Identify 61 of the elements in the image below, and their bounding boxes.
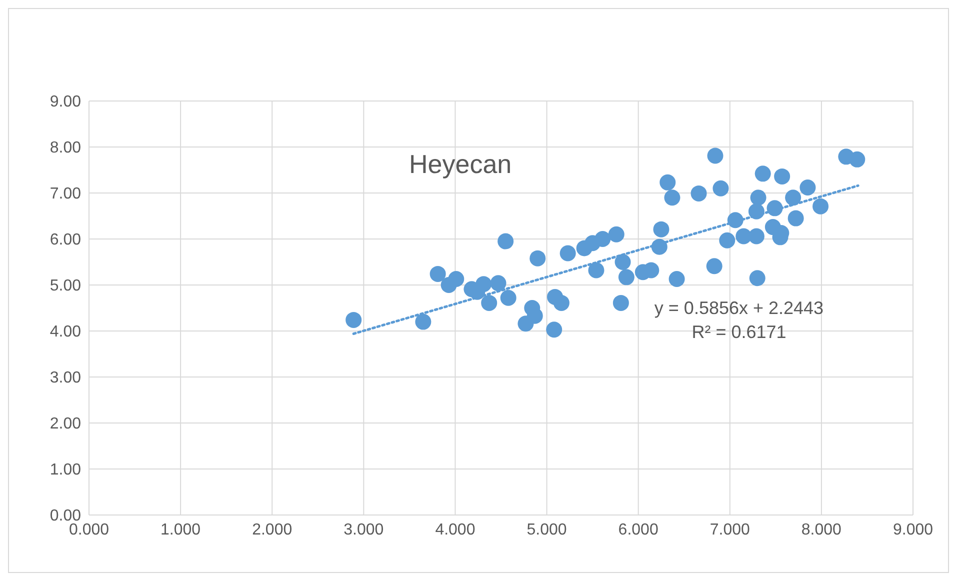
point	[849, 151, 866, 168]
point	[653, 221, 670, 238]
point	[490, 275, 506, 292]
y-tick-label: 7.00	[50, 186, 82, 203]
y-tick-label: 6.00	[50, 232, 82, 249]
point	[800, 179, 816, 196]
point	[560, 245, 576, 262]
text: Heyecan	[409, 149, 512, 180]
point	[594, 231, 611, 247]
point	[707, 148, 724, 164]
x-tick-label: 6.000	[618, 521, 658, 538]
point	[498, 233, 514, 250]
y-tick-label: 9.00	[50, 94, 82, 111]
point	[660, 174, 676, 190]
point	[546, 322, 562, 338]
x-tick-label: 7.000	[710, 521, 750, 538]
annotation: y = 0.5856x + 2.2443	[653, 298, 825, 319]
point	[500, 290, 516, 306]
point	[774, 168, 790, 184]
point	[749, 270, 766, 286]
x-tick-label: 8.000	[801, 521, 842, 538]
point	[712, 180, 729, 196]
point	[612, 294, 629, 311]
point	[526, 308, 543, 324]
point	[430, 266, 446, 282]
x-tick-label: 2.000	[252, 521, 292, 538]
point	[748, 228, 764, 244]
point	[750, 190, 766, 206]
y-tick-label: 8.00	[50, 140, 82, 157]
point	[346, 312, 362, 328]
y-tick-label: 2.00	[50, 416, 82, 433]
y-tick-label: 5.00	[50, 278, 82, 295]
x-tick-label: 9.000	[892, 521, 934, 538]
x-tick-label: 3.000	[344, 521, 384, 538]
point	[476, 276, 492, 292]
point	[719, 232, 736, 248]
point	[736, 228, 752, 244]
y-tick-label: 1.00	[50, 462, 82, 479]
point	[754, 166, 771, 182]
point	[415, 314, 432, 330]
point	[812, 198, 829, 214]
x-tick-label: 4.000	[435, 521, 476, 538]
point	[614, 254, 631, 270]
point	[618, 269, 634, 286]
point	[588, 262, 604, 278]
x-tick-label: 1.000	[160, 521, 201, 538]
point	[690, 185, 707, 202]
point	[481, 294, 498, 311]
y-tick-label: 4.00	[50, 324, 82, 341]
y-tick-label: 3.00	[50, 370, 82, 387]
point	[608, 226, 624, 242]
point	[785, 190, 802, 206]
point	[664, 190, 680, 206]
point	[553, 294, 570, 311]
point	[706, 258, 722, 274]
point	[668, 271, 685, 288]
annotation: R² = 0.6171	[690, 322, 788, 343]
x-tick-label: 5.000	[526, 521, 567, 538]
point	[440, 277, 457, 293]
point	[788, 210, 804, 226]
point	[530, 250, 546, 266]
